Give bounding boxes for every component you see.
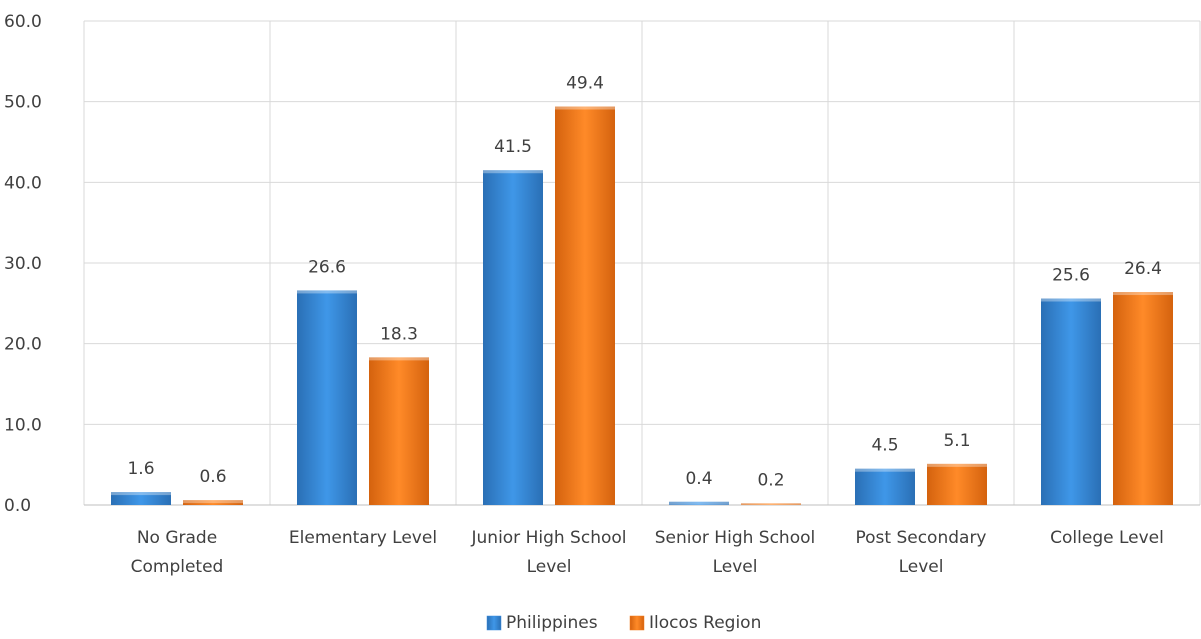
y-tick-label: 40.0 bbox=[4, 173, 42, 193]
legend-swatch bbox=[629, 615, 645, 631]
legend-label: Ilocos Region bbox=[649, 613, 761, 633]
bar-bevel bbox=[669, 501, 729, 505]
bar-ilocos-region bbox=[927, 463, 987, 505]
x-tick-label: Post Secondary bbox=[855, 528, 986, 548]
data-label: 41.5 bbox=[494, 137, 532, 157]
y-tick-label: 20.0 bbox=[4, 335, 42, 355]
bar-bevel bbox=[297, 290, 357, 294]
bar-philippines bbox=[111, 492, 171, 505]
bar-bevel bbox=[855, 468, 915, 472]
x-tick-label: Elementary Level bbox=[289, 528, 437, 548]
data-label: 5.1 bbox=[943, 431, 970, 451]
data-label: 49.4 bbox=[566, 74, 604, 94]
data-label: 0.4 bbox=[685, 469, 712, 489]
bars bbox=[111, 106, 1173, 506]
x-tick-label: Level bbox=[899, 557, 944, 577]
y-tick-label: 0.0 bbox=[4, 496, 31, 516]
x-axis: No Grade Completed Elementary Level Junior … bbox=[131, 528, 1164, 577]
bar-bevel bbox=[183, 500, 243, 504]
y-tick-label: 10.0 bbox=[4, 415, 42, 435]
y-tick-label: 60.0 bbox=[4, 12, 42, 32]
bar-philippines bbox=[855, 468, 915, 505]
x-tick-label: Level bbox=[527, 557, 572, 577]
data-label: 0.6 bbox=[199, 467, 226, 487]
bar-ilocos-region bbox=[555, 106, 615, 506]
x-tick-label: No Grade bbox=[137, 528, 217, 548]
data-label: 0.2 bbox=[757, 470, 784, 490]
y-tick-label: 50.0 bbox=[4, 93, 42, 113]
x-tick-label: College Level bbox=[1050, 528, 1164, 548]
bar-ilocos-region bbox=[1113, 292, 1173, 505]
bar-bevel bbox=[369, 357, 429, 361]
x-tick-label: Senior High School bbox=[655, 528, 815, 548]
bar-bevel bbox=[741, 503, 801, 505]
bar-philippines bbox=[483, 170, 543, 505]
data-label: 25.6 bbox=[1052, 265, 1090, 285]
bar-bevel bbox=[111, 492, 171, 496]
y-tick-label: 30.0 bbox=[4, 254, 42, 274]
bar-bevel bbox=[555, 106, 615, 110]
bar-philippines bbox=[297, 290, 357, 505]
data-label: 4.5 bbox=[871, 436, 898, 456]
x-tick-label: Level bbox=[713, 557, 758, 577]
bar-philippines bbox=[1041, 298, 1101, 505]
x-tick-label: Junior High School bbox=[471, 528, 627, 548]
legend: Philippines Ilocos Region bbox=[486, 613, 761, 633]
bar-bevel bbox=[1113, 292, 1173, 296]
data-label: 1.6 bbox=[127, 459, 154, 479]
bar-bevel bbox=[927, 463, 987, 467]
data-labels: 1.6 0.6 26.6 18.3 41.5 49.4 0.4 0.2 4.5 5.1 25.6 26… bbox=[127, 74, 1161, 491]
data-label: 26.4 bbox=[1124, 259, 1162, 279]
bar-ilocos-region bbox=[183, 500, 243, 505]
data-label: 26.6 bbox=[308, 257, 346, 277]
legend-label: Philippines bbox=[506, 613, 598, 633]
gridlines bbox=[83, 20, 1201, 506]
data-label: 18.3 bbox=[380, 324, 418, 344]
bar-philippines bbox=[669, 501, 729, 505]
bar-bevel bbox=[483, 170, 543, 174]
bar-bevel bbox=[1041, 298, 1101, 302]
x-tick-label: Completed bbox=[131, 557, 224, 577]
bar-ilocos-region bbox=[741, 503, 801, 505]
legend-swatch bbox=[486, 615, 502, 631]
bar-ilocos-region bbox=[369, 357, 429, 505]
y-axis: 0.0 10.0 20.0 30.0 40.0 50.0 60.0 bbox=[4, 12, 1200, 516]
